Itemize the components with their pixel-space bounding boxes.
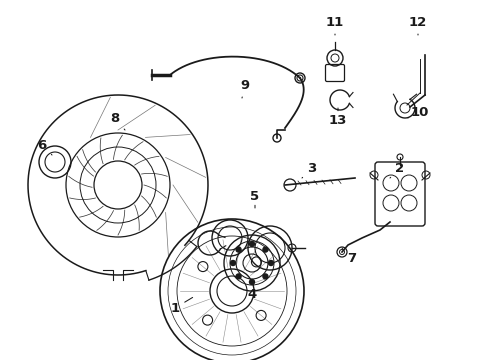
Circle shape [236,274,241,279]
Text: 1: 1 [170,297,192,315]
Text: 6: 6 [37,139,52,155]
Text: 11: 11 [325,15,344,35]
Text: 4: 4 [247,281,256,302]
Text: 13: 13 [328,108,346,126]
Text: 5: 5 [250,189,259,208]
Text: 8: 8 [110,112,125,130]
Text: 9: 9 [240,78,249,98]
Circle shape [249,242,254,247]
Text: 12: 12 [408,15,426,35]
Text: 10: 10 [407,105,428,118]
Circle shape [236,247,241,252]
Circle shape [249,279,254,284]
Circle shape [230,261,235,266]
Circle shape [263,274,267,279]
Circle shape [268,261,273,266]
Circle shape [263,247,267,252]
Text: 7: 7 [341,248,356,265]
Text: 3: 3 [302,162,316,178]
Text: 2: 2 [389,162,404,178]
